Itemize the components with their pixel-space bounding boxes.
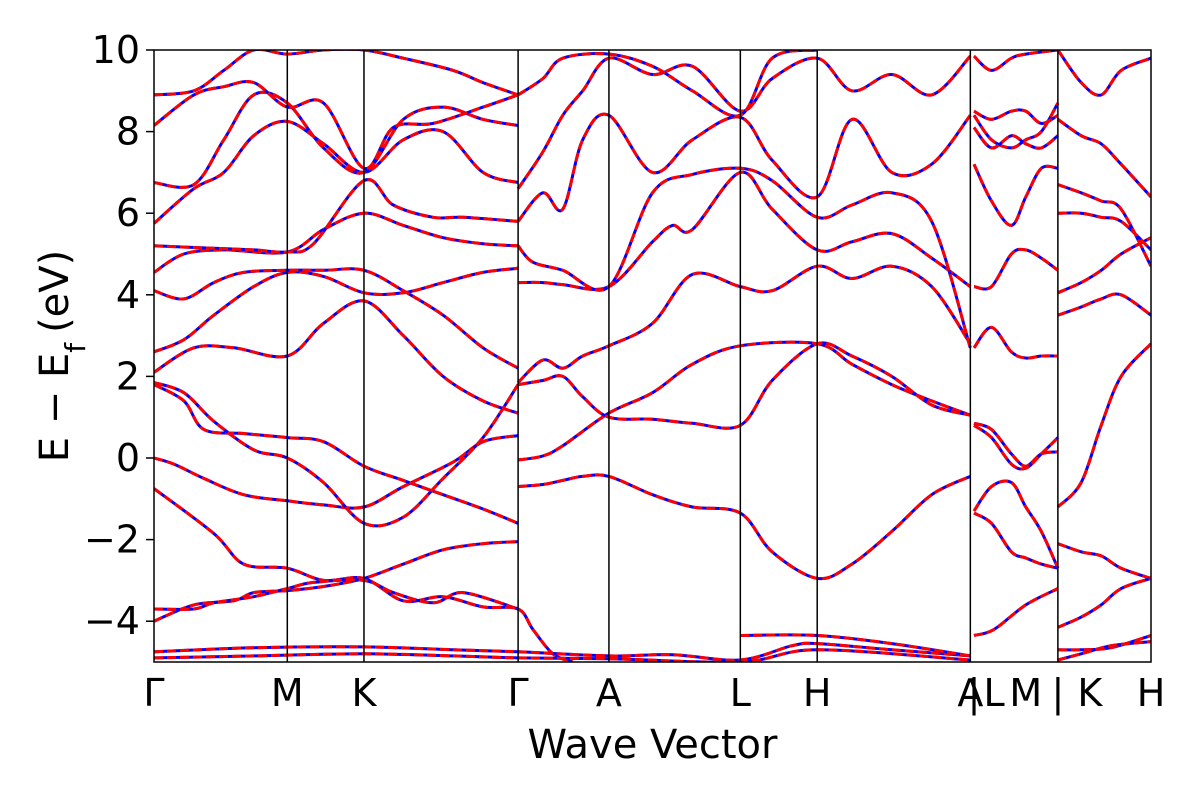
band-line-red [517, 341, 971, 430]
band-line-red [1057, 236, 1151, 295]
band-line-red [154, 434, 519, 510]
band-line-blue [518, 170, 972, 291]
y-tick-label: 0 [116, 436, 140, 480]
band-line-red [154, 211, 519, 274]
band-line-red [1057, 576, 1151, 629]
band-line-red [154, 487, 574, 662]
band-line-red [972, 479, 1060, 569]
band-line-red [154, 90, 519, 189]
band-line-red [154, 50, 519, 97]
x-tick-label: H [803, 671, 832, 715]
band-line-red [973, 424, 1059, 471]
x-tick-label: A [596, 671, 622, 715]
band-line-red [972, 50, 1059, 72]
band-line-red [154, 267, 519, 370]
band-line-red [154, 178, 519, 254]
x-tick-label: K [1077, 671, 1103, 715]
band-line-red [518, 170, 972, 291]
band-line-red [972, 126, 1059, 150]
band-line-blue [517, 473, 971, 581]
bands-layer [154, 50, 1151, 662]
band-line-red [1057, 292, 1151, 317]
band-line-red [973, 587, 1059, 637]
band-line-red [517, 340, 971, 462]
y-tick-label: 8 [116, 110, 140, 154]
band-line-red [973, 108, 1059, 125]
y-tick-label: 10 [92, 28, 140, 72]
band-line-blue [154, 119, 519, 225]
x-tick-label: Γ [508, 671, 529, 715]
plot-frame [153, 49, 1152, 663]
band-line-red [154, 266, 519, 354]
band-line-blue [972, 325, 1058, 360]
band-line-blue [517, 264, 972, 384]
band-line-blue [154, 90, 519, 189]
band-line-red [154, 80, 519, 170]
y-axis-ticks: −4 −2 0 2 4 6 8 10 [84, 28, 154, 643]
y-axis-label-unit: (eV) [32, 250, 78, 333]
x-tick-label: Γ [143, 671, 164, 715]
x-tick-label: K [352, 671, 378, 715]
x-tick-label: H [1137, 671, 1166, 715]
band-line-red [1057, 118, 1151, 198]
band-line-red [972, 163, 1059, 227]
x-tick-label: | [968, 671, 981, 716]
band-line-red [517, 264, 972, 384]
y-tick-label: 2 [116, 354, 140, 398]
band-line-red [154, 381, 520, 528]
band-line-red [1057, 542, 1151, 580]
band-line-blue [1057, 640, 1151, 662]
band-line-blue [973, 247, 1059, 291]
band-line-red [1057, 183, 1151, 267]
band-line-red [740, 633, 971, 658]
y-axis-label-subscript: f [59, 342, 92, 353]
y-axis-label: E − Ef (eV) [32, 250, 92, 463]
band-line-red [972, 325, 1058, 360]
y-tick-label: −2 [84, 518, 140, 562]
band-line-blue [154, 266, 519, 354]
y-tick-label: 6 [116, 191, 140, 235]
band-line-red [516, 55, 972, 190]
band-line-red [1056, 50, 1151, 97]
band-line-red [154, 648, 971, 662]
x-tick-label: L [730, 671, 751, 715]
x-tick-label: A [957, 671, 983, 715]
band-line-red [973, 511, 1059, 570]
x-tick-label: M [1009, 671, 1042, 715]
band-line-red [1057, 211, 1151, 251]
band-line-red [973, 247, 1059, 291]
band-line-red [517, 50, 818, 118]
band-line-red [517, 473, 971, 581]
y-tick-label: −4 [84, 599, 140, 643]
x-tick-label: L [983, 671, 1004, 715]
band-line-blue [1057, 183, 1151, 267]
x-axis-ticks: Γ M K Γ A L H A| L M | K H [143, 671, 1165, 716]
band-line-red [154, 641, 971, 662]
band-line-red [154, 119, 519, 225]
band-line-red [1056, 342, 1151, 509]
band-line-red [154, 578, 519, 611]
x-axis-label: Wave Vector [528, 722, 779, 768]
band-line-red [973, 421, 1059, 468]
x-tick-label: | [1051, 671, 1064, 716]
band-line-blue [1056, 342, 1151, 509]
band-line-red [516, 166, 972, 349]
x-tick-label: M [271, 671, 304, 715]
kpoint-dividers [286, 50, 1059, 662]
band-line-red [972, 102, 1060, 150]
band-line-red [154, 383, 519, 525]
band-line-red [154, 299, 519, 415]
y-tick-label: 4 [116, 273, 140, 317]
band-line-red [516, 112, 972, 223]
y-axis-label-main: E − E [32, 353, 78, 463]
